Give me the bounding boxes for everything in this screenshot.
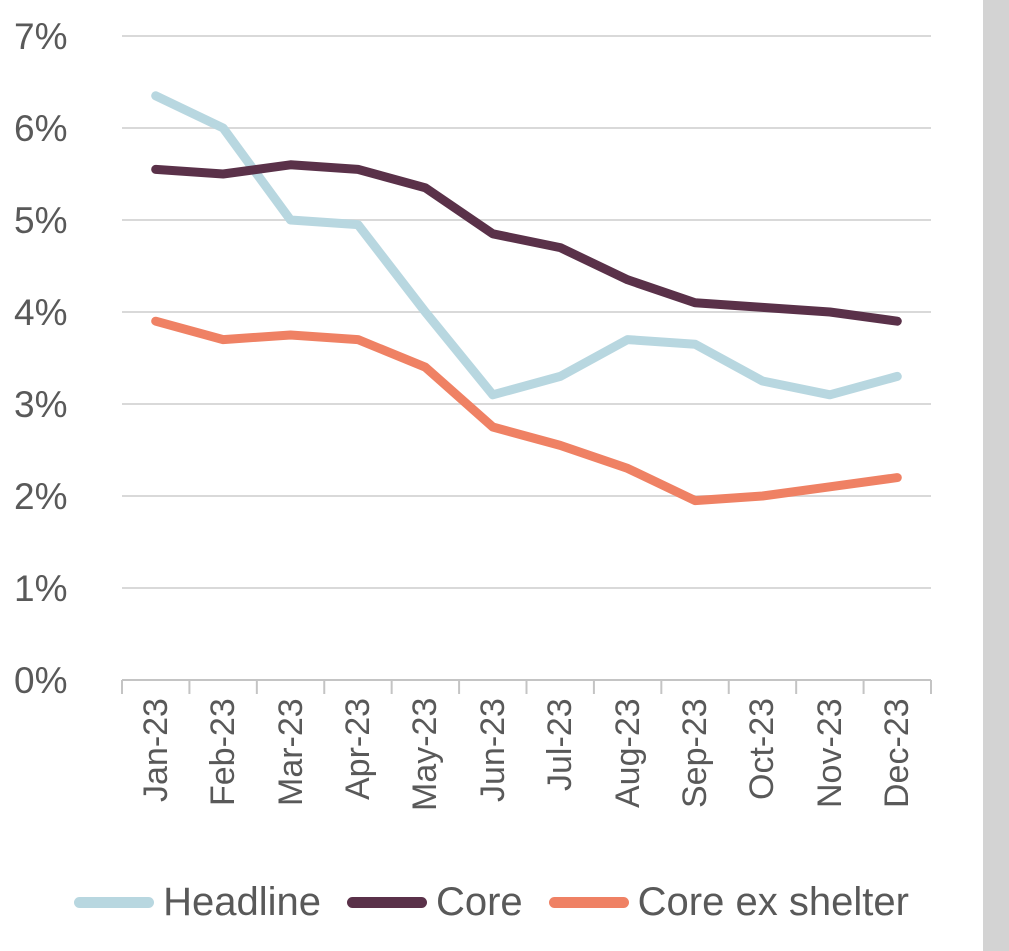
x-axis-label: Jul-23 bbox=[541, 698, 580, 791]
y-axis-label: 5% bbox=[14, 199, 68, 241]
x-axis-label: Feb-23 bbox=[204, 698, 243, 806]
x-axis-label: Apr-23 bbox=[338, 698, 377, 801]
legend-item-core-ex-shelter: Core ex shelter bbox=[548, 880, 909, 924]
legend-item-core: Core bbox=[346, 880, 523, 924]
x-axis-label: Jun-23 bbox=[473, 698, 512, 802]
legend-label: Core ex shelter bbox=[637, 880, 909, 924]
x-axis-label: May-23 bbox=[406, 698, 445, 812]
x-axis-label: Oct-23 bbox=[743, 698, 782, 801]
x-axis-label: Aug-23 bbox=[608, 698, 647, 808]
y-axis-label: 4% bbox=[14, 291, 68, 333]
x-axis-label: Nov-23 bbox=[810, 698, 849, 808]
legend-label: Headline bbox=[163, 880, 321, 924]
x-axis-label: Dec-23 bbox=[878, 698, 917, 808]
x-axis-label: Jan-23 bbox=[136, 698, 175, 802]
legend-item-headline: Headline bbox=[74, 882, 321, 922]
y-axis-label: 2% bbox=[14, 475, 68, 517]
legend-swatch-icon bbox=[346, 896, 427, 908]
legend-swatch-icon bbox=[74, 896, 155, 908]
legend-swatch-icon bbox=[548, 896, 629, 908]
y-axis-label: 7% bbox=[14, 15, 68, 57]
series-line-core-ex-shelter bbox=[151, 316, 902, 506]
chart-legend: Headline Core Core ex shelter bbox=[0, 872, 983, 932]
y-axis-label: 3% bbox=[14, 383, 68, 425]
side-strip bbox=[983, 0, 1009, 951]
y-axis-label: 0% bbox=[14, 659, 68, 701]
y-axis-label: 6% bbox=[14, 107, 68, 149]
x-axis-label: Sep-23 bbox=[676, 698, 715, 808]
y-axis-label: 1% bbox=[14, 567, 68, 609]
x-axis-label: Mar-23 bbox=[271, 698, 310, 806]
legend-label: Core bbox=[435, 880, 523, 924]
series-line-core bbox=[151, 160, 902, 326]
series-line-headline bbox=[151, 91, 902, 400]
